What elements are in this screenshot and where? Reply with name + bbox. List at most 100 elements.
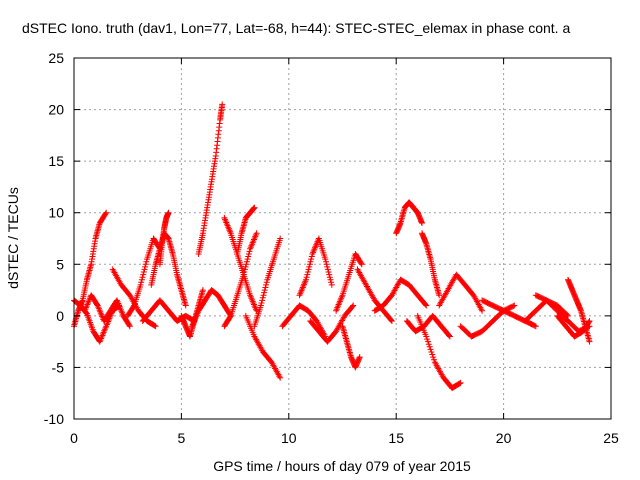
data-point	[94, 301, 100, 308]
data-point	[425, 341, 432, 348]
data-point	[446, 332, 452, 339]
data-point	[323, 258, 329, 265]
data-point	[303, 276, 309, 283]
data-point	[243, 261, 250, 268]
data-point	[423, 333, 430, 340]
x-axis-label: GPS time / hours of day 079 of year 2015	[213, 458, 471, 474]
y-tick-label: 0	[56, 308, 64, 324]
data-point	[358, 260, 365, 267]
data-point	[585, 319, 592, 325]
data-point	[306, 261, 313, 268]
data-point	[586, 318, 593, 324]
data-point	[565, 312, 571, 319]
y-tick-label: -5	[52, 359, 65, 375]
data-point	[103, 209, 110, 216]
x-tick-label: 25	[603, 430, 619, 446]
data-point	[143, 258, 150, 265]
data-point	[457, 379, 464, 386]
data-point	[263, 281, 269, 288]
data-point	[423, 302, 430, 309]
data-point	[102, 210, 109, 217]
x-tick-label: 0	[70, 430, 78, 446]
data-point	[277, 235, 284, 242]
y-axis-label: dSTEC / TECUs	[5, 187, 21, 289]
y-tick-label: 15	[48, 153, 64, 169]
data-point	[322, 256, 329, 263]
data-point	[326, 271, 333, 278]
data-point	[426, 343, 433, 350]
y-tick-label: 20	[48, 102, 64, 118]
data-point	[425, 338, 431, 345]
data-point	[227, 313, 234, 320]
data-point	[446, 333, 453, 340]
y-tick-label: 25	[48, 50, 64, 66]
data-point	[262, 284, 269, 291]
data-point	[152, 323, 159, 330]
data-point	[245, 251, 252, 257]
data-point	[419, 220, 425, 226]
data-point	[349, 303, 356, 310]
data-point	[388, 318, 395, 324]
data-point	[532, 323, 539, 330]
y-tick-label: 10	[48, 205, 64, 221]
axis-ticks: 0 5 10 15 20 25 -10 -5 0 5 10 15 20 25	[44, 50, 619, 446]
data-point	[251, 204, 258, 211]
data-point	[328, 279, 335, 286]
data-point	[422, 301, 429, 308]
data-point	[260, 292, 267, 299]
plot-frame	[73, 57, 612, 420]
data-point	[130, 303, 137, 310]
data-point	[586, 338, 593, 345]
data-point	[324, 266, 331, 273]
data-point	[142, 261, 149, 268]
data-point	[126, 322, 133, 329]
data-point	[219, 101, 226, 108]
data-point	[323, 261, 330, 268]
data-point	[139, 274, 146, 281]
data-point	[427, 346, 434, 353]
data-point	[350, 302, 357, 309]
data-point	[137, 281, 144, 288]
data-point	[328, 281, 335, 288]
data-point	[242, 263, 249, 270]
data-point	[326, 274, 333, 281]
y-tick-label: 5	[56, 256, 64, 272]
data-point	[277, 374, 284, 381]
x-tick-label: 10	[281, 430, 297, 446]
data-point	[259, 297, 266, 304]
data-point	[388, 317, 394, 323]
data-point	[564, 311, 570, 318]
chart-title: dSTEC Iono. truth (dav1, Lon=77, Lat=-68…	[22, 20, 570, 36]
data-point	[510, 303, 517, 310]
data-point	[479, 307, 486, 314]
data-point	[240, 271, 247, 278]
x-tick-label: 5	[178, 430, 186, 446]
data-point	[138, 276, 145, 283]
data-point	[304, 269, 311, 275]
data-point	[303, 274, 310, 281]
data-point	[356, 354, 363, 361]
data-point	[430, 354, 437, 361]
data-point	[511, 302, 518, 309]
data-point	[165, 209, 172, 216]
data-point	[246, 248, 253, 255]
data-points	[71, 101, 593, 392]
data-point	[304, 271, 311, 278]
x-tick-label: 20	[496, 430, 512, 446]
data-point	[199, 287, 206, 294]
data-point	[358, 261, 365, 268]
data-point	[308, 256, 315, 263]
data-point	[259, 294, 266, 301]
data-point	[258, 300, 265, 306]
data-point	[243, 258, 250, 265]
x-tick-label: 15	[388, 430, 404, 446]
data-point	[142, 263, 149, 270]
data-point	[126, 323, 133, 330]
data-point	[306, 263, 313, 270]
data-point	[307, 258, 314, 265]
data-point	[140, 269, 147, 275]
data-point	[253, 230, 260, 237]
data-point	[261, 287, 268, 294]
data-point	[182, 302, 189, 309]
